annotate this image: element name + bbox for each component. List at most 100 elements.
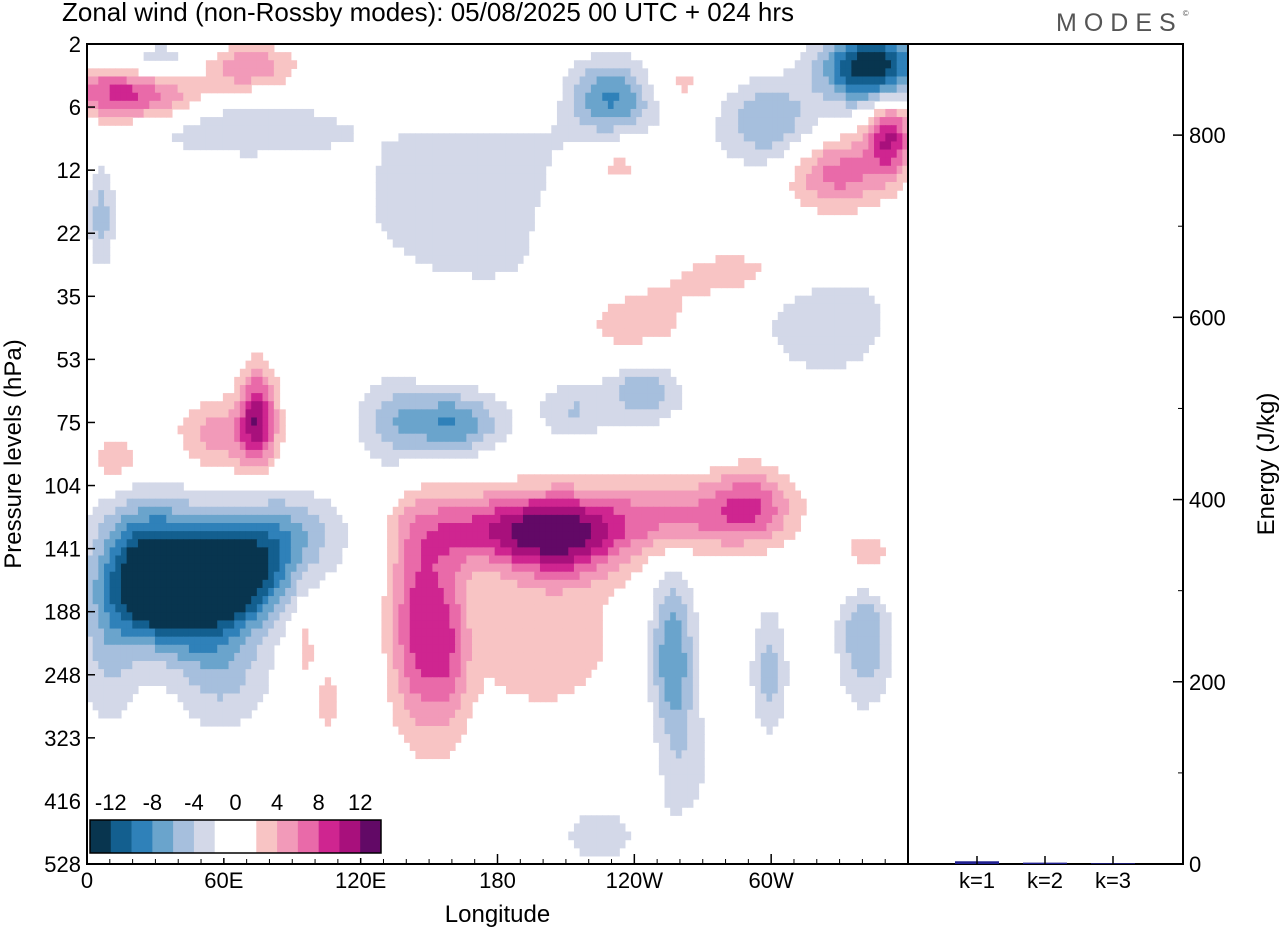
heatmap-cell [438, 604, 445, 613]
heatmap-cell [517, 547, 524, 557]
heatmap-cell [670, 677, 677, 686]
heatmap-cell [455, 677, 462, 686]
heatmap-cell [290, 506, 298, 516]
heatmap-cell [579, 117, 586, 126]
heatmap-cell [823, 320, 830, 329]
heatmap-cell [409, 157, 416, 167]
heatmap-cell [602, 117, 609, 126]
heatmap-cell [285, 531, 292, 540]
heatmap-cell [800, 303, 807, 313]
heatmap-cell [285, 579, 292, 589]
heatmap-cell [398, 198, 405, 207]
heatmap-cell [692, 482, 700, 492]
heatmap-cell [126, 587, 133, 597]
heatmap-cell [551, 482, 558, 492]
heatmap-cell [449, 644, 456, 654]
heatmap-cell [183, 677, 190, 686]
heatmap-cell [455, 547, 462, 557]
heatmap-cell [251, 393, 258, 402]
heatmap-cell [149, 490, 156, 500]
heatmap-cell [404, 409, 411, 419]
heatmap-cell [426, 149, 433, 159]
heatmap-cell [256, 352, 264, 362]
heatmap-cell [522, 587, 530, 597]
heatmap-cell [857, 320, 864, 329]
heatmap-cell [823, 84, 830, 94]
heatmap-cell [262, 669, 269, 678]
heatmap-cell [126, 92, 133, 102]
heatmap-cell [279, 612, 286, 622]
heatmap-cell [653, 409, 660, 419]
heatmap-cell [851, 652, 858, 662]
heatmap-cell [817, 84, 824, 94]
heatmap-cell [732, 490, 739, 500]
heatmap-cell [87, 604, 94, 613]
heatmap-cell [103, 661, 111, 670]
heatmap-cell [160, 514, 167, 524]
heatmap-cell [449, 230, 456, 240]
heatmap-cell [268, 547, 275, 557]
heatmap-cell [568, 587, 575, 597]
heatmap-cell [483, 393, 490, 402]
heatmap-cell [324, 498, 332, 508]
heatmap-cell [772, 76, 779, 86]
heatmap-cell [806, 352, 813, 362]
heatmap-cell [862, 76, 869, 86]
heatmap-cell [205, 441, 213, 451]
heatmap-cell [449, 652, 456, 662]
heatmap-cell [755, 531, 762, 540]
heatmap-cell [251, 141, 258, 151]
heatmap-cell [698, 271, 705, 281]
heatmap-cell [455, 417, 462, 427]
heatmap-cell [415, 173, 422, 183]
heatmap-cell [760, 157, 768, 167]
heatmap-cell [194, 563, 201, 573]
heatmap-cell [109, 693, 116, 703]
heatmap-cell [891, 125, 898, 134]
heatmap-cell [421, 628, 428, 638]
heatmap-cell [268, 433, 275, 443]
heatmap-cell [806, 320, 813, 329]
heatmap-cell [840, 52, 847, 61]
heatmap-cell [426, 409, 433, 419]
heatmap-cell [862, 133, 869, 143]
heatmap-cell [840, 604, 847, 613]
heatmap-cell [217, 409, 224, 419]
heatmap-cell [879, 84, 886, 94]
heatmap-cell [449, 523, 456, 532]
heatmap-cell [222, 52, 230, 61]
heatmap-cell [579, 652, 586, 662]
heatmap-cell [370, 433, 377, 443]
heatmap-cell [205, 458, 213, 467]
heatmap-cell [789, 133, 796, 143]
heatmap-cell [188, 417, 196, 427]
heatmap-cell [319, 571, 326, 581]
heatmap-cell [602, 384, 609, 394]
heatmap-cell [613, 506, 620, 516]
heatmap-cell [868, 76, 875, 86]
heatmap-cell [681, 628, 688, 638]
heatmap-cell [387, 449, 394, 459]
heatmap-cell [585, 384, 592, 394]
heatmap-cell [760, 661, 768, 670]
heatmap-cell [704, 482, 711, 492]
heatmap-cell [324, 141, 332, 151]
heatmap-cell [438, 230, 445, 240]
heatmap-cell [670, 628, 677, 638]
heatmap-cell [455, 563, 462, 573]
heatmap-cell [160, 612, 167, 622]
heatmap-cell [421, 685, 428, 695]
heatmap-cell [109, 230, 116, 240]
heatmap-cell [681, 661, 688, 670]
heatmap-cell [92, 222, 99, 232]
heatmap-cell [268, 133, 275, 143]
heatmap-cell [585, 628, 592, 638]
heatmap-cell [590, 117, 598, 126]
heatmap-cell [421, 571, 428, 581]
heatmap-cell [228, 596, 235, 605]
heatmap-cell [874, 677, 881, 686]
heatmap-cell [438, 246, 445, 256]
heatmap-cell [426, 157, 433, 167]
heatmap-cell [234, 68, 241, 78]
heatmap-cell [415, 669, 422, 678]
